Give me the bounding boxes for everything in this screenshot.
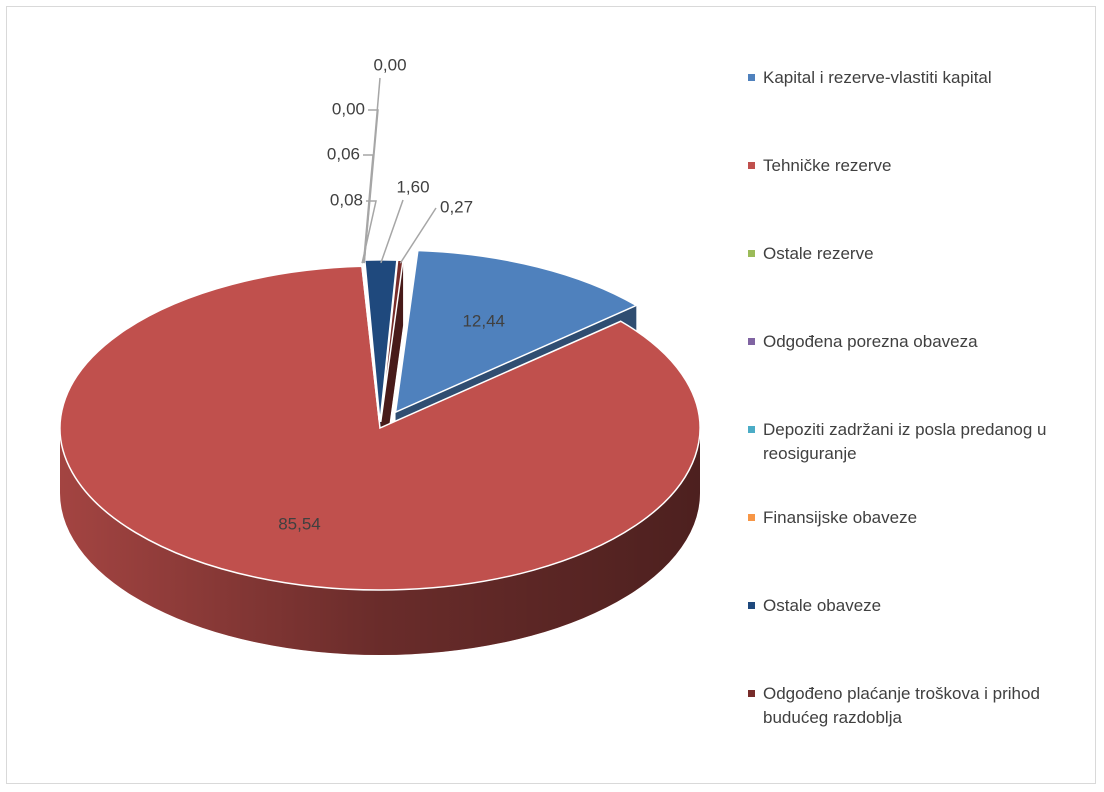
- legend-label: Odgođena porezna obaveza: [763, 332, 978, 351]
- legend-swatch: [748, 162, 755, 169]
- data-label: 0,00: [332, 99, 365, 118]
- slice: [379, 259, 404, 423]
- legend-label: Tehničke rezerve: [763, 156, 892, 175]
- legend-swatch: [748, 602, 755, 609]
- data-label: 0,00: [373, 55, 406, 74]
- top-faces: [59, 249, 701, 591]
- legend-swatch: [748, 74, 755, 81]
- slice: [394, 249, 638, 414]
- legend-item: Ostale obaveze: [748, 594, 1048, 618]
- legend-label: Kapital i rezerve-vlastiti kapital: [763, 68, 992, 87]
- legend-item: Kapital i rezerve-vlastiti kapital: [748, 66, 1048, 90]
- data-label: 12,44: [462, 312, 505, 331]
- data-label: 0,08: [330, 190, 363, 209]
- leader-line: [399, 207, 437, 264]
- legend-swatch: [748, 338, 755, 345]
- legend-label: Ostale obaveze: [763, 596, 882, 615]
- legend-label: Finansijske obaveze: [763, 508, 918, 527]
- data-label: 0,27: [440, 197, 473, 216]
- legend-item: Odgođena porezna obaveza: [748, 330, 1048, 354]
- legend-item: Tehničke rezerve: [748, 154, 1048, 178]
- data-label: 85,54: [278, 515, 321, 534]
- data-label: 1,60: [396, 177, 429, 196]
- legend-swatch: [748, 690, 755, 697]
- leader-line: [380, 199, 404, 264]
- legend-item: Odgođeno plaćanje troškova i prihod budu…: [748, 682, 1048, 730]
- leader-line: [363, 77, 381, 264]
- legend-label: Depoziti zadržani iz posla predanog u re…: [763, 420, 1047, 463]
- chart-frame: [6, 6, 1096, 784]
- slice-side-shade: [60, 428, 700, 655]
- data-label: 0,06: [327, 144, 360, 163]
- legend-item: Ostale rezerve: [748, 242, 1048, 266]
- side-faces: [60, 428, 700, 655]
- legend-label: Ostale rezerve: [763, 244, 874, 263]
- legend-label: Odgođeno plaćanje troškova i prihod budu…: [763, 684, 1040, 727]
- legend-swatch: [748, 250, 755, 257]
- legend-item: Depoziti zadržani iz posla predanog u re…: [748, 418, 1048, 466]
- slice: [59, 265, 701, 591]
- legend-swatch: [748, 426, 755, 433]
- legend-swatch: [748, 514, 755, 521]
- legend-item: Finansijske obaveze: [748, 506, 1048, 530]
